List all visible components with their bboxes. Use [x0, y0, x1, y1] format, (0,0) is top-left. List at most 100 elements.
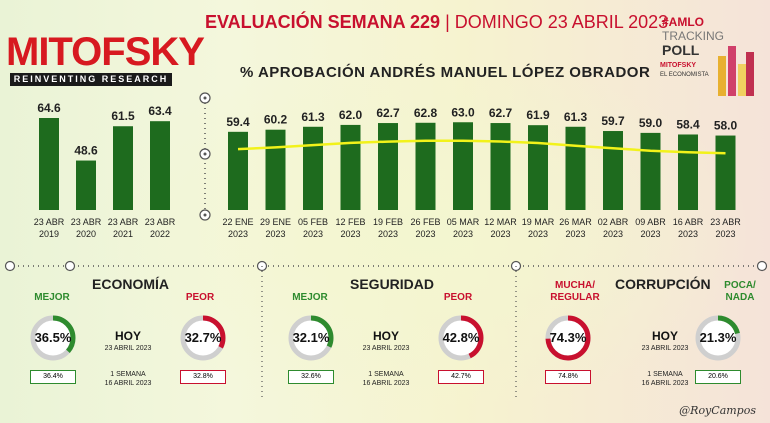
- section-left-value-0: 36.5%: [34, 330, 72, 345]
- weekly-bar-10: [603, 131, 623, 210]
- weekly-tick-label-1: 29 ENE: [260, 217, 291, 227]
- weekly-value-label-9: 61.3: [564, 110, 588, 124]
- weekly-tick-label-8: 19 MAR: [522, 217, 555, 227]
- section-right-label-0: PEOR: [185, 292, 215, 303]
- section-right-ring-2: [695, 315, 741, 361]
- weekly-bar-13: [715, 135, 736, 210]
- section-right-value-1: 42.8%: [442, 330, 480, 345]
- weekly-bar-3: [340, 124, 361, 210]
- weekly-bars: 59.4 22 ENE 2023 60.2 29 ENE 2023 61.3 05 FEB 20…: [222, 105, 741, 239]
- weekly-tick-year-5: 2023: [415, 229, 435, 239]
- weekly-value-label-12: 58.4: [676, 117, 700, 131]
- annual-bar-1: [76, 160, 96, 210]
- annual-value-label-1: 48.6: [74, 144, 98, 158]
- hoy-label-1: HOY: [372, 329, 399, 343]
- section-right-value-0: 32.7%: [184, 330, 222, 345]
- weekly-bar-0: [228, 131, 248, 210]
- weekly-tick-year-2: 2023: [303, 229, 323, 239]
- weekly-tick-year-10: 2023: [603, 229, 623, 239]
- section-left-ring-1-arc: [288, 315, 334, 361]
- weekly-value-label-1: 60.2: [264, 113, 288, 127]
- chart-title: % APROBACIÓN ANDRÉS MANUEL LÓPEZ OBRADOR: [240, 64, 651, 81]
- annual-value-label-0: 64.6: [37, 101, 61, 115]
- header-title: EVALUACIÓN SEMANA 229: [205, 12, 441, 32]
- weekly-bar-12: [678, 134, 698, 210]
- weekly-tick-label-7: 12 MAR: [484, 217, 517, 227]
- header-date: DOMINGO 23 ABRIL 2023: [454, 12, 669, 32]
- badge-brand2: EL ECONOMISTA: [660, 72, 709, 78]
- badge-line1: #AMLO: [662, 15, 704, 29]
- weekly-value-label-6: 63.0: [451, 105, 475, 119]
- weekly-tick-label-13: 23 ABR: [710, 217, 741, 227]
- section-left-ring-1: [288, 315, 334, 361]
- weekly-bar-8: [528, 125, 548, 210]
- weekly-bar-6: [453, 122, 473, 210]
- header-separator: |: [445, 12, 450, 32]
- weekly-tick-year-8: 2023: [528, 229, 548, 239]
- annual-tick-year-1: 2020: [76, 229, 96, 239]
- page-header: EVALUACIÓN SEMANA 229 | DOMINGO 23 ABRIL…: [205, 12, 668, 33]
- weekly-bar-4: [378, 123, 398, 210]
- logo-title: MITOFSKY: [6, 30, 205, 74]
- week-date-1: 16 ABRIL 2023: [362, 380, 410, 387]
- weekly-value-label-3: 62.0: [339, 108, 363, 122]
- weekly-tick-year-7: 2023: [490, 229, 510, 239]
- weekly-value-label-0: 59.4: [226, 115, 250, 129]
- weekly-value-label-4: 62.7: [376, 106, 400, 120]
- weekly-tick-year-6: 2023: [453, 229, 473, 239]
- weekly-value-label-10: 59.7: [601, 114, 625, 128]
- annual-bar-0: [39, 118, 59, 210]
- badge-line3: POLL: [662, 42, 700, 58]
- weekly-bar-1: [265, 129, 286, 210]
- weekly-tick-label-5: 26 FEB: [410, 217, 440, 227]
- section-right-value-2: 21.3%: [699, 330, 737, 345]
- section-right-prev-1: 42.7%: [438, 370, 484, 384]
- divider-node-0: [4, 260, 16, 272]
- annual-tick-label-0: 23 ABR: [34, 217, 65, 227]
- weekly-value-label-8: 61.9: [526, 108, 550, 122]
- week-date-0: 16 ABRIL 2023: [104, 380, 152, 387]
- axis-node-dot-1: [203, 152, 207, 156]
- week-date-2: 16 ABRIL 2023: [641, 380, 689, 387]
- annual-tick-label-1: 23 ABR: [71, 217, 102, 227]
- week-label-2: 1 SEMANA: [647, 371, 683, 378]
- annual-value-label-2: 61.5: [111, 109, 135, 123]
- logo-subtitle: REINVENTING RESEARCH: [10, 73, 172, 86]
- annual-value-label-3: 63.4: [148, 104, 172, 118]
- section-right-label-2: POCA/ NADA: [724, 280, 756, 303]
- weekly-tick-label-10: 02 ABR: [598, 217, 629, 227]
- section-title-0: ECONOMÍA: [92, 276, 169, 292]
- weekly-tick-label-0: 22 ENE: [222, 217, 253, 227]
- hoy-label-0: HOY: [114, 329, 141, 343]
- weekly-value-label-13: 58.0: [714, 119, 738, 133]
- section-right-ring-2-arc: [695, 315, 741, 361]
- section-right-label-1: PEOR: [443, 292, 473, 303]
- weekly-value-label-7: 62.7: [489, 106, 513, 120]
- weekly-tick-year-12: 2023: [678, 229, 698, 239]
- annual-bar-3: [150, 121, 170, 210]
- weekly-value-label-2: 61.3: [301, 110, 325, 124]
- annual-tick-label-2: 23 ABR: [108, 217, 139, 227]
- annual-tick-label-3: 23 ABR: [145, 217, 176, 227]
- weekly-tick-year-11: 2023: [640, 229, 660, 239]
- annual-tick-year-2: 2021: [113, 229, 133, 239]
- weekly-tick-year-13: 2023: [715, 229, 735, 239]
- divider-node-4: [756, 260, 768, 272]
- hoy-date-1: 23 ABRIL 2023: [362, 345, 410, 352]
- weekly-trend-line: [237, 139, 726, 155]
- weekly-tick-label-2: 05 FEB: [298, 217, 328, 227]
- section-left-ring-2: [545, 315, 591, 361]
- weekly-bar-5: [415, 122, 436, 210]
- weekly-bar-7: [490, 123, 511, 210]
- weekly-tick-year-4: 2023: [378, 229, 398, 239]
- week-label-0: 1 SEMANA: [110, 371, 146, 378]
- hoy-label-2: HOY: [651, 329, 678, 343]
- weekly-tick-year-0: 2023: [228, 229, 248, 239]
- annual-tick-year-0: 2019: [39, 229, 59, 239]
- section-left-label-2: MUCHA/ REGULAR: [550, 280, 600, 303]
- week-label-1: 1 SEMANA: [368, 371, 404, 378]
- badge-brand1: MITOFSKY: [660, 62, 697, 69]
- section-left-label-1: MEJOR: [292, 292, 328, 303]
- author-signature: @RoyCampos: [679, 404, 756, 417]
